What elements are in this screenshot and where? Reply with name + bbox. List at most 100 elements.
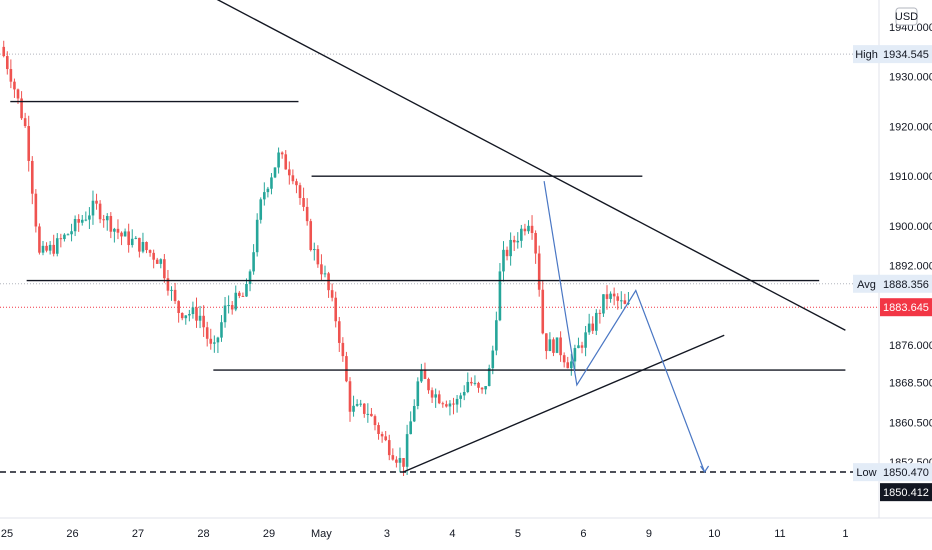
candle-body [56,238,59,254]
time-tick-label: 1 [842,528,848,540]
time-tick-label: 26 [66,528,78,540]
candle-body [199,316,202,321]
low-tag-value: 1850.470 [883,467,929,479]
candle-body [67,234,70,235]
candle-body [24,118,27,126]
candle-body [624,300,627,304]
candle-body [224,306,227,323]
candle-body [124,231,127,236]
candle-body [17,89,20,98]
price-tick-label: 1860.500 [889,417,932,429]
candle-body [459,395,462,398]
candle-body [177,301,180,313]
candle-body [281,153,284,155]
price-tick-label: 1920.000 [889,121,932,133]
candle-body [202,316,205,327]
high-tag-value: 1934.545 [883,49,929,61]
candle-body [277,153,280,168]
candle-body [95,201,98,204]
candle-body [566,362,569,368]
candle-body [81,220,84,223]
candle-body [609,294,612,299]
candle-body [549,339,552,351]
candle-body [145,242,148,250]
candle-body [184,315,187,318]
candle-body [584,332,587,347]
candle-body [188,314,191,315]
candle-body [6,56,9,69]
candle-body [206,327,209,339]
candle-body [238,293,241,296]
price-tick-label: 1892.000 [889,261,932,273]
candle-body [563,355,566,362]
candle-body [438,394,441,403]
candle-body [170,290,173,291]
candle-body [363,404,366,414]
low-tag-label: Low [856,467,876,479]
avg-tag-label: Avg [857,279,876,291]
time-tick-label: 6 [580,528,586,540]
candle-body [481,388,484,390]
candle-body [395,460,398,463]
candle-body [313,249,316,250]
candle-body [267,189,270,192]
time-tick-label: 5 [515,528,521,540]
candle-body [45,246,48,251]
candle-body [377,425,380,434]
candle-body [317,249,320,264]
candle-body [352,406,355,412]
candle-body [520,229,523,241]
candle-body [466,382,469,392]
candle-body [35,194,38,227]
candle-body [495,320,498,350]
candle-body [327,273,330,290]
candle-body [413,406,416,421]
candle-body [442,403,445,404]
time-tick-label: 10 [708,528,720,540]
price-tick-label: 1930.000 [889,72,932,84]
candle-body [545,333,548,351]
candle-body [306,207,309,221]
candle-body [620,300,623,301]
candle-body [484,386,487,389]
candle-body [99,204,102,220]
candle-body [613,294,616,297]
candle-body [463,392,466,395]
candle-body [392,455,395,459]
candle-body [399,458,402,463]
candle-body [417,381,420,406]
candle-body [295,181,298,185]
candle-body [152,253,155,260]
candle-body [127,231,130,245]
candle-body [245,284,248,297]
candle-body [424,370,427,379]
candle-body [324,273,327,274]
candle-body [117,229,120,233]
candle-body [259,199,262,219]
candle-body [427,379,430,390]
candle-body [338,321,341,343]
candle-body [220,322,223,337]
candle-body [13,82,16,90]
time-tick-label: 11 [774,528,785,540]
candle-body [491,351,494,369]
candle-body [274,167,277,177]
candle-body [559,337,562,355]
candle-body [374,416,377,425]
candle-body [406,434,409,467]
candle-body [209,339,212,344]
candle-body [60,238,63,239]
high-tag-label: High [855,49,878,61]
candle-body [142,242,145,252]
last-price-tag-value: 1883.645 [883,302,929,314]
candle-body [138,238,141,252]
candle-body [445,404,448,406]
candle-body [299,185,302,198]
candle-body [513,240,516,242]
time-tick-label: 25 [1,528,13,540]
candle-body [552,339,555,353]
candle-body [577,345,580,348]
candle-body [334,298,337,322]
candle-body [402,458,405,467]
